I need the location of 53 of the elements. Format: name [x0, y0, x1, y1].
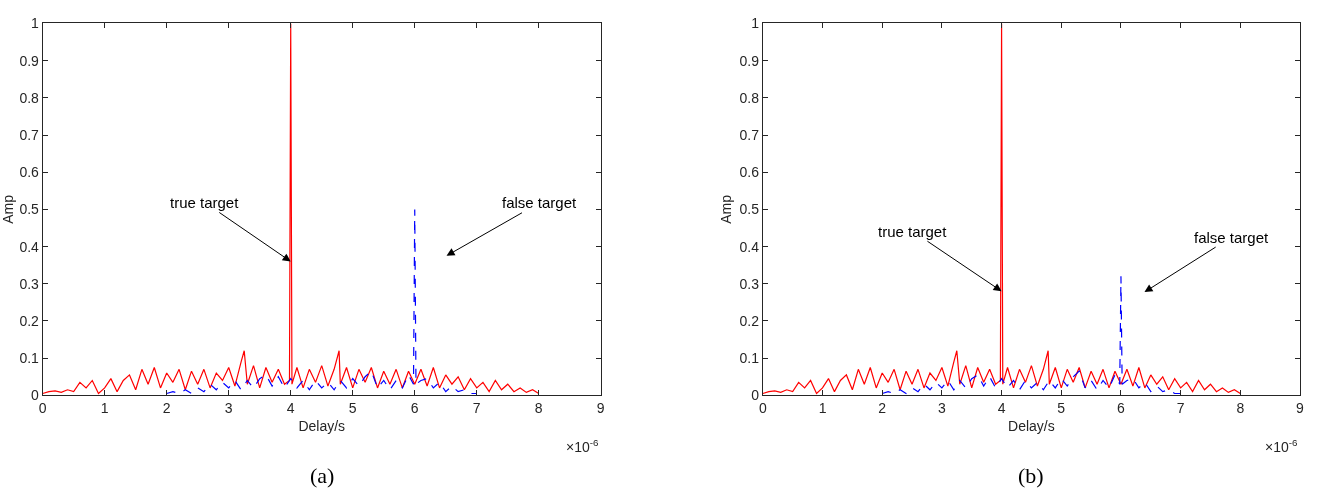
y-tick-label: 0.4: [19, 238, 40, 255]
x-tick-label: 4: [286, 400, 295, 417]
x-tick-label: 7: [472, 400, 481, 417]
y-tick-label: 0.1: [19, 350, 40, 367]
y-tick-label: 0.6: [739, 164, 760, 181]
x-tick-label: 9: [1296, 400, 1305, 417]
text: ×10$^{-6}$: [566, 437, 600, 455]
x-tick-label: 9: [596, 400, 605, 417]
x-tick-label: 4: [997, 400, 1006, 417]
x-tick-label: 5: [1057, 400, 1066, 417]
y-tick-label: 0.4: [739, 238, 760, 255]
y-tick-label: 0: [31, 387, 40, 404]
x-tick-label: 2: [878, 400, 887, 417]
y-tick-label: 0.3: [739, 275, 760, 292]
y-tick-label: 0.8: [739, 89, 760, 106]
y-tick-label: 0: [751, 387, 760, 404]
y-tick-label: 0.9: [19, 52, 40, 69]
x-tick-label: 1: [100, 400, 109, 417]
y-tick-label: 0.5: [739, 201, 760, 218]
text: ×10$^{-6}$: [1265, 437, 1299, 455]
x-tick-label: 6: [1117, 400, 1126, 417]
text: (a): [310, 463, 335, 488]
x-tick-label: 7: [1176, 400, 1185, 417]
annotation: true target: [170, 194, 240, 211]
y-tick-label: 0.8: [19, 89, 40, 106]
y-tick-label: 1: [751, 15, 760, 32]
y-tick-label: 0.2: [739, 312, 760, 329]
annotation: false target: [1194, 229, 1270, 246]
y-axis-title: Amp: [718, 194, 735, 224]
y-tick-label: 0.2: [19, 312, 40, 329]
y-tick-label: 0.6: [19, 164, 40, 181]
y-tick-label: 0.7: [19, 126, 40, 143]
x-tick-label: 8: [1236, 400, 1245, 417]
y-tick-label: 0.1: [739, 350, 760, 367]
y-axis-title: Amp: [0, 194, 16, 224]
y-tick-label: 0.7: [739, 126, 760, 143]
x-tick-label: 1: [818, 400, 827, 417]
x-tick-label: 6: [410, 400, 419, 417]
x-axis-title: Delay/s: [1008, 418, 1055, 435]
line-series: [881, 275, 1182, 395]
text: (b): [1018, 463, 1044, 488]
x-tick-label: 5: [348, 400, 357, 417]
annotation: false target: [502, 194, 578, 211]
x-axis-title: Delay/s: [298, 418, 346, 435]
y-tick-label: 1: [31, 15, 40, 32]
y-tick-label: 0.5: [19, 201, 40, 218]
y-tick-label: 0.3: [19, 275, 40, 292]
annotation: true target: [878, 223, 948, 240]
y-tick-label: 0.9: [739, 52, 760, 69]
x-tick-label: 2: [162, 400, 171, 417]
x-tick-label: 3: [224, 400, 233, 417]
x-tick-label: 3: [937, 400, 946, 417]
x-tick-label: 8: [534, 400, 543, 417]
